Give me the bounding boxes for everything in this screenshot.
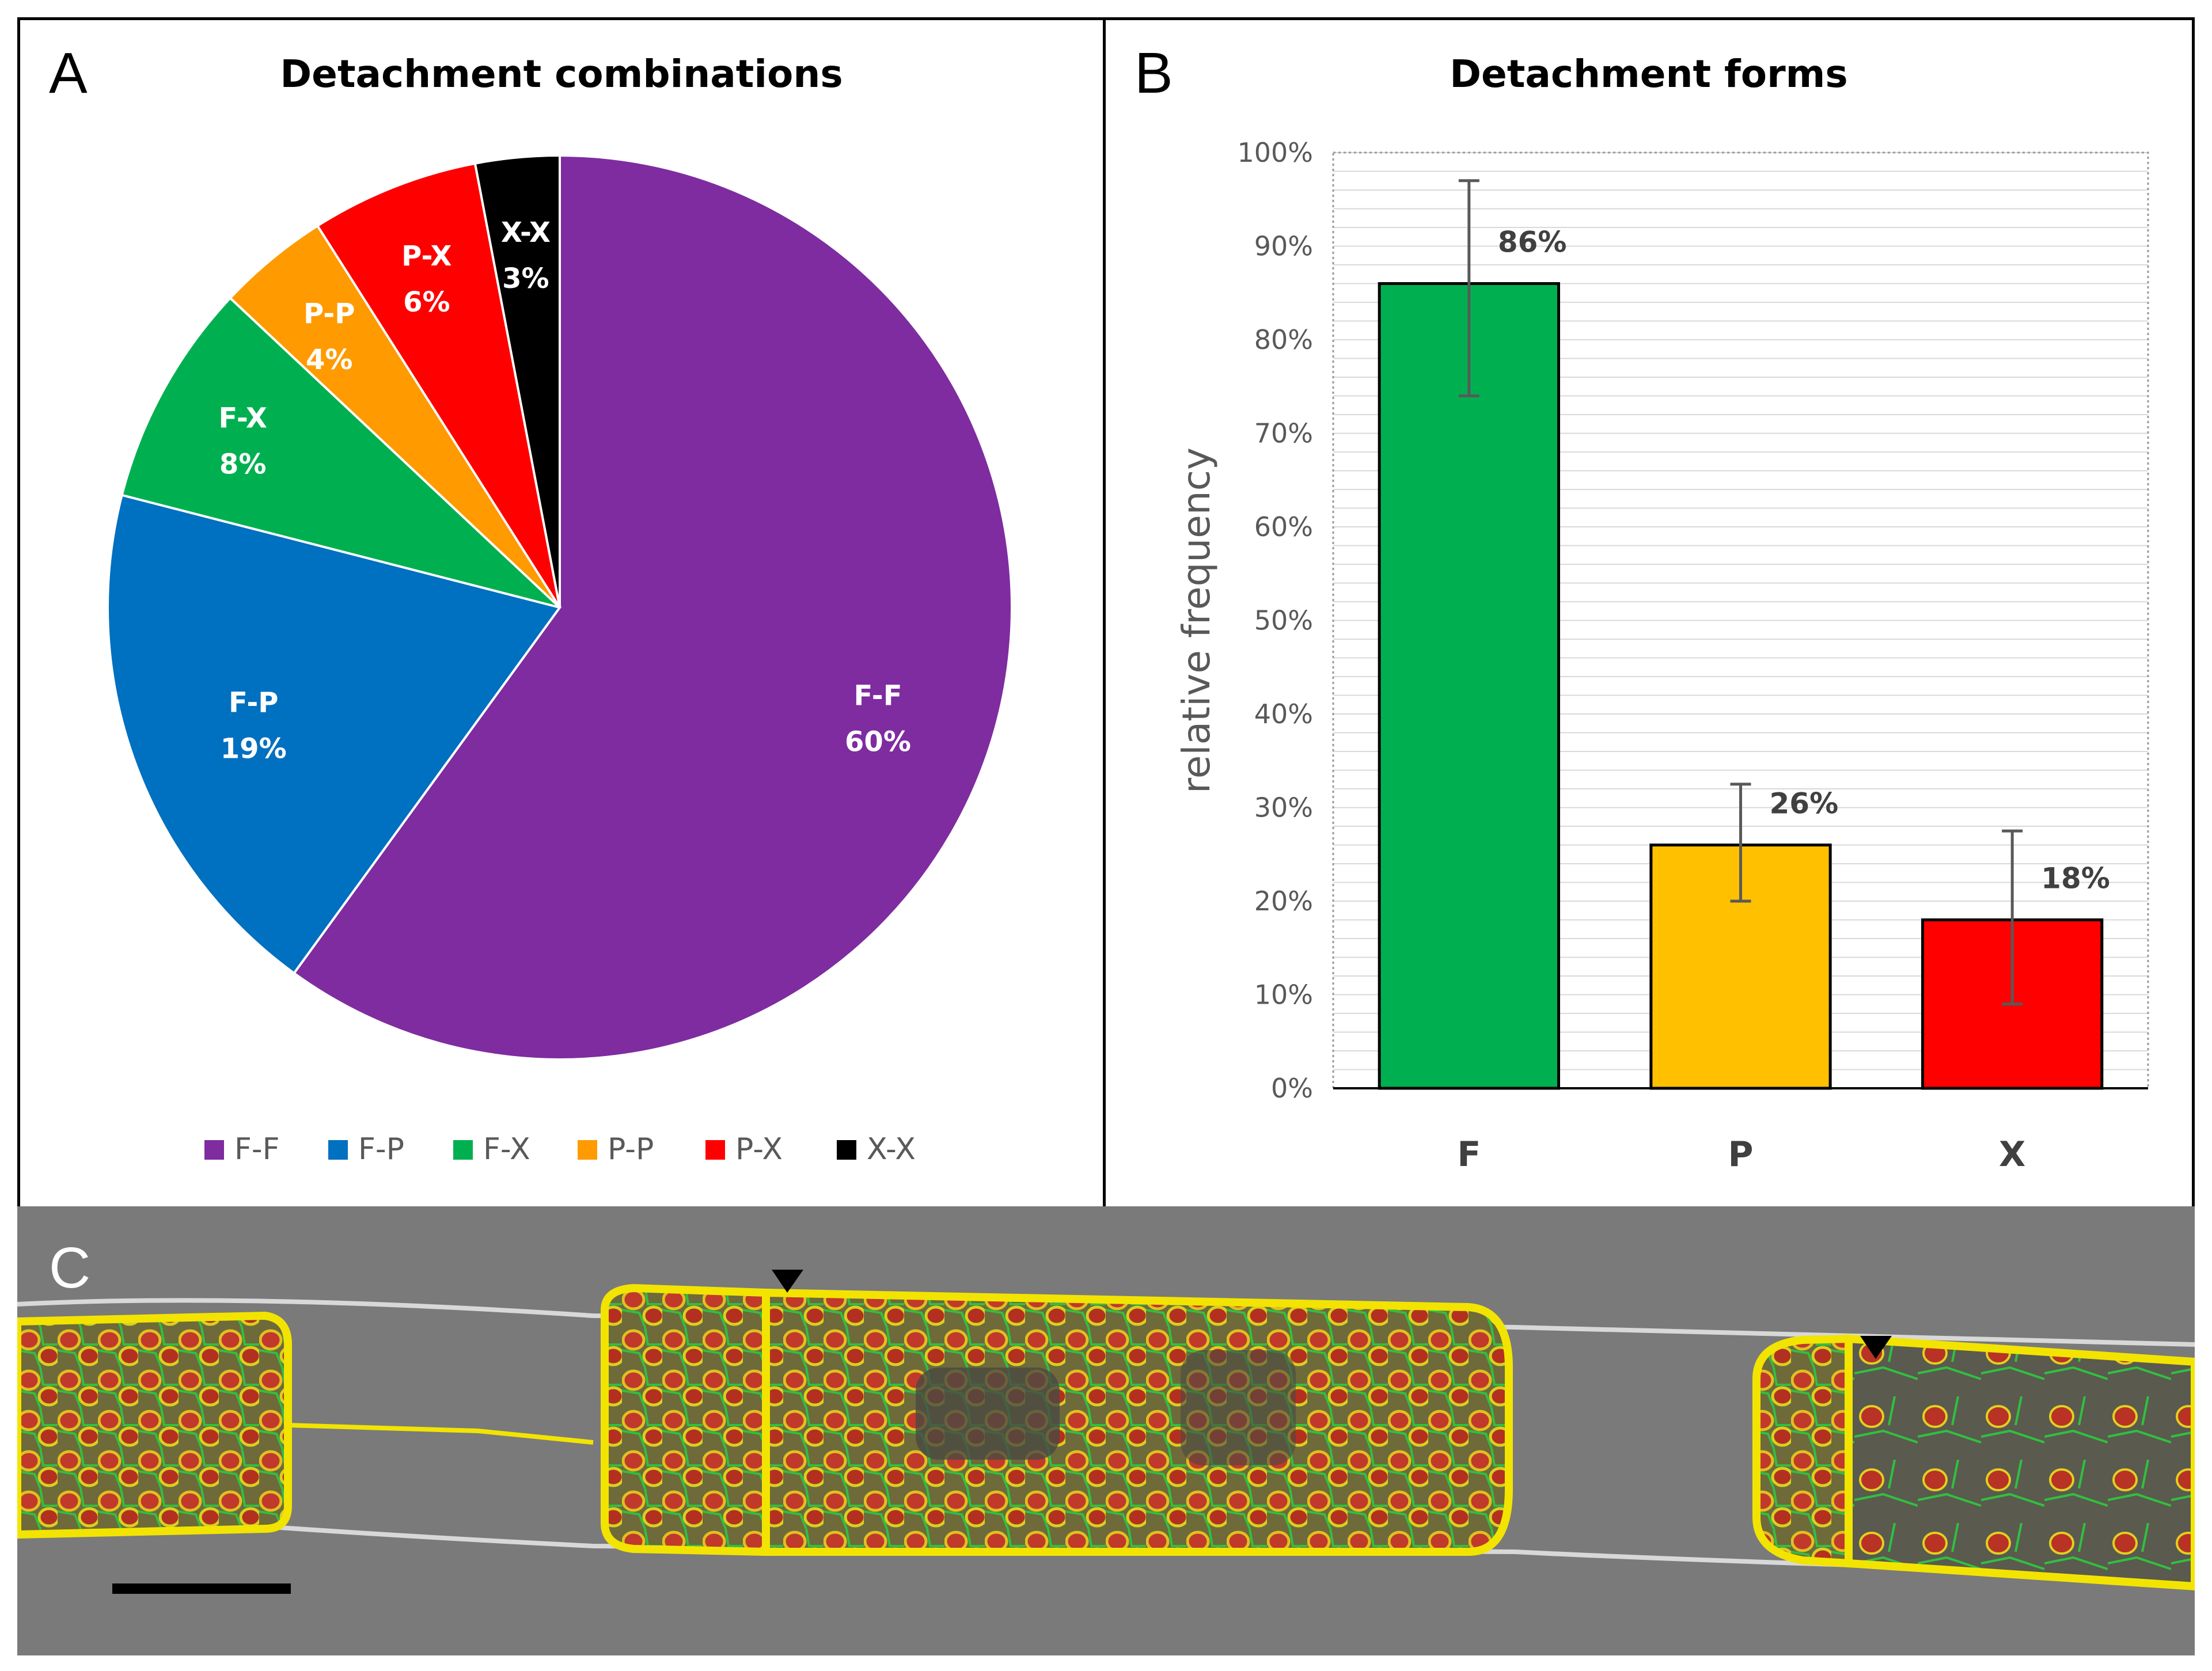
scale-bar [112,1583,291,1594]
pie-slice-p-x [316,162,561,609]
legend-swatch [705,1140,725,1160]
pie-slice-f-x [120,296,561,609]
pie-label-value: 6% [403,286,450,318]
arrowhead-marker [772,1270,803,1293]
y-tick-label: 40% [1254,698,1313,730]
pie-slice-f-f [292,154,1013,1061]
pie-label-category: X-X [501,217,551,249]
pie-slice-x-x [473,154,561,608]
y-axis-label: relative frequency [1174,447,1219,793]
micrograph-image [17,1206,2195,1655]
bar-chart: 0% 10% 20% 30% 40% 50% 60% 70% 80% 90% 100% relativ… [1174,137,2149,1175]
pie-label-value: 3% [502,263,549,295]
legend-swatch [578,1140,597,1160]
bar-f [1378,282,1560,1090]
panel-b: B Detachment forms 0% 10% 20% 30% 40% 50% 60% 7… [1103,17,2195,1209]
panel-c-micrograph: C [17,1206,2195,1655]
pie-label-category: P-X [401,240,451,272]
legend-swatch [837,1140,856,1160]
bar-value-label: 18% [2041,862,2110,895]
pie-label-category: F-F [853,680,902,712]
x-tick-label: X [1999,1134,2025,1175]
y-tick-label: 90% [1254,231,1313,262]
pie-label-value: 8% [219,448,267,480]
y-tick-label: 80% [1254,324,1313,355]
y-tick-label: 50% [1254,605,1313,636]
legend-swatch [204,1140,224,1160]
arrowhead-marker [1860,1336,1892,1359]
bar-chart-title: Detachment forms [1450,52,1848,96]
panel-b-letter: B [1135,41,1173,105]
y-tick-label: 0% [1271,1073,1313,1104]
pie-label-value: 19% [221,732,287,765]
y-tick-label: 70% [1254,418,1313,449]
y-tick-label: 10% [1254,979,1313,1011]
y-tick-label: 20% [1254,886,1313,917]
pie-label-value: 4% [306,344,353,376]
bar-value-label: 86% [1498,226,1567,259]
pie-label-category: F-X [219,402,267,434]
y-tick-label: 30% [1254,792,1313,823]
pie-legend: F-F F-P F-X P-P P-X X-X [204,1132,916,1167]
pie-label-category: P-P [303,298,355,330]
legend-label: P-P [608,1132,654,1167]
y-tick-label: 100% [1237,137,1313,168]
panel-c-letter: C [49,1236,91,1300]
pie-label-value: 60% [845,726,911,758]
pie-chart: F-F60%F-P19%F-X8%P-P4%P-X6%X-X3%F-F F-P F-… [107,154,1013,1167]
x-tick-label: P [1728,1134,1754,1175]
legend-label: F-F [234,1132,280,1167]
pie-slice-p-p [228,224,561,609]
y-tick-label: 60% [1254,511,1313,542]
x-tick-label: F [1457,1134,1481,1175]
legend-swatch [453,1140,473,1160]
legend-label: F-X [483,1132,530,1167]
legend-label: X-X [867,1132,916,1167]
legend-swatch [328,1140,348,1160]
panel-a-letter: A [49,41,88,105]
panel-a: A Detachment combinations F-F 60% F-P 19% F-… [17,17,1106,1209]
bar-value-label: 26% [1770,787,1839,821]
pie-slice-f-p [107,493,562,975]
pie-label-category: F-P [229,686,278,719]
legend-label: F-P [358,1132,404,1167]
legend-label: P-X [735,1132,783,1167]
pie-chart-title: Detachment combinations [280,52,843,96]
